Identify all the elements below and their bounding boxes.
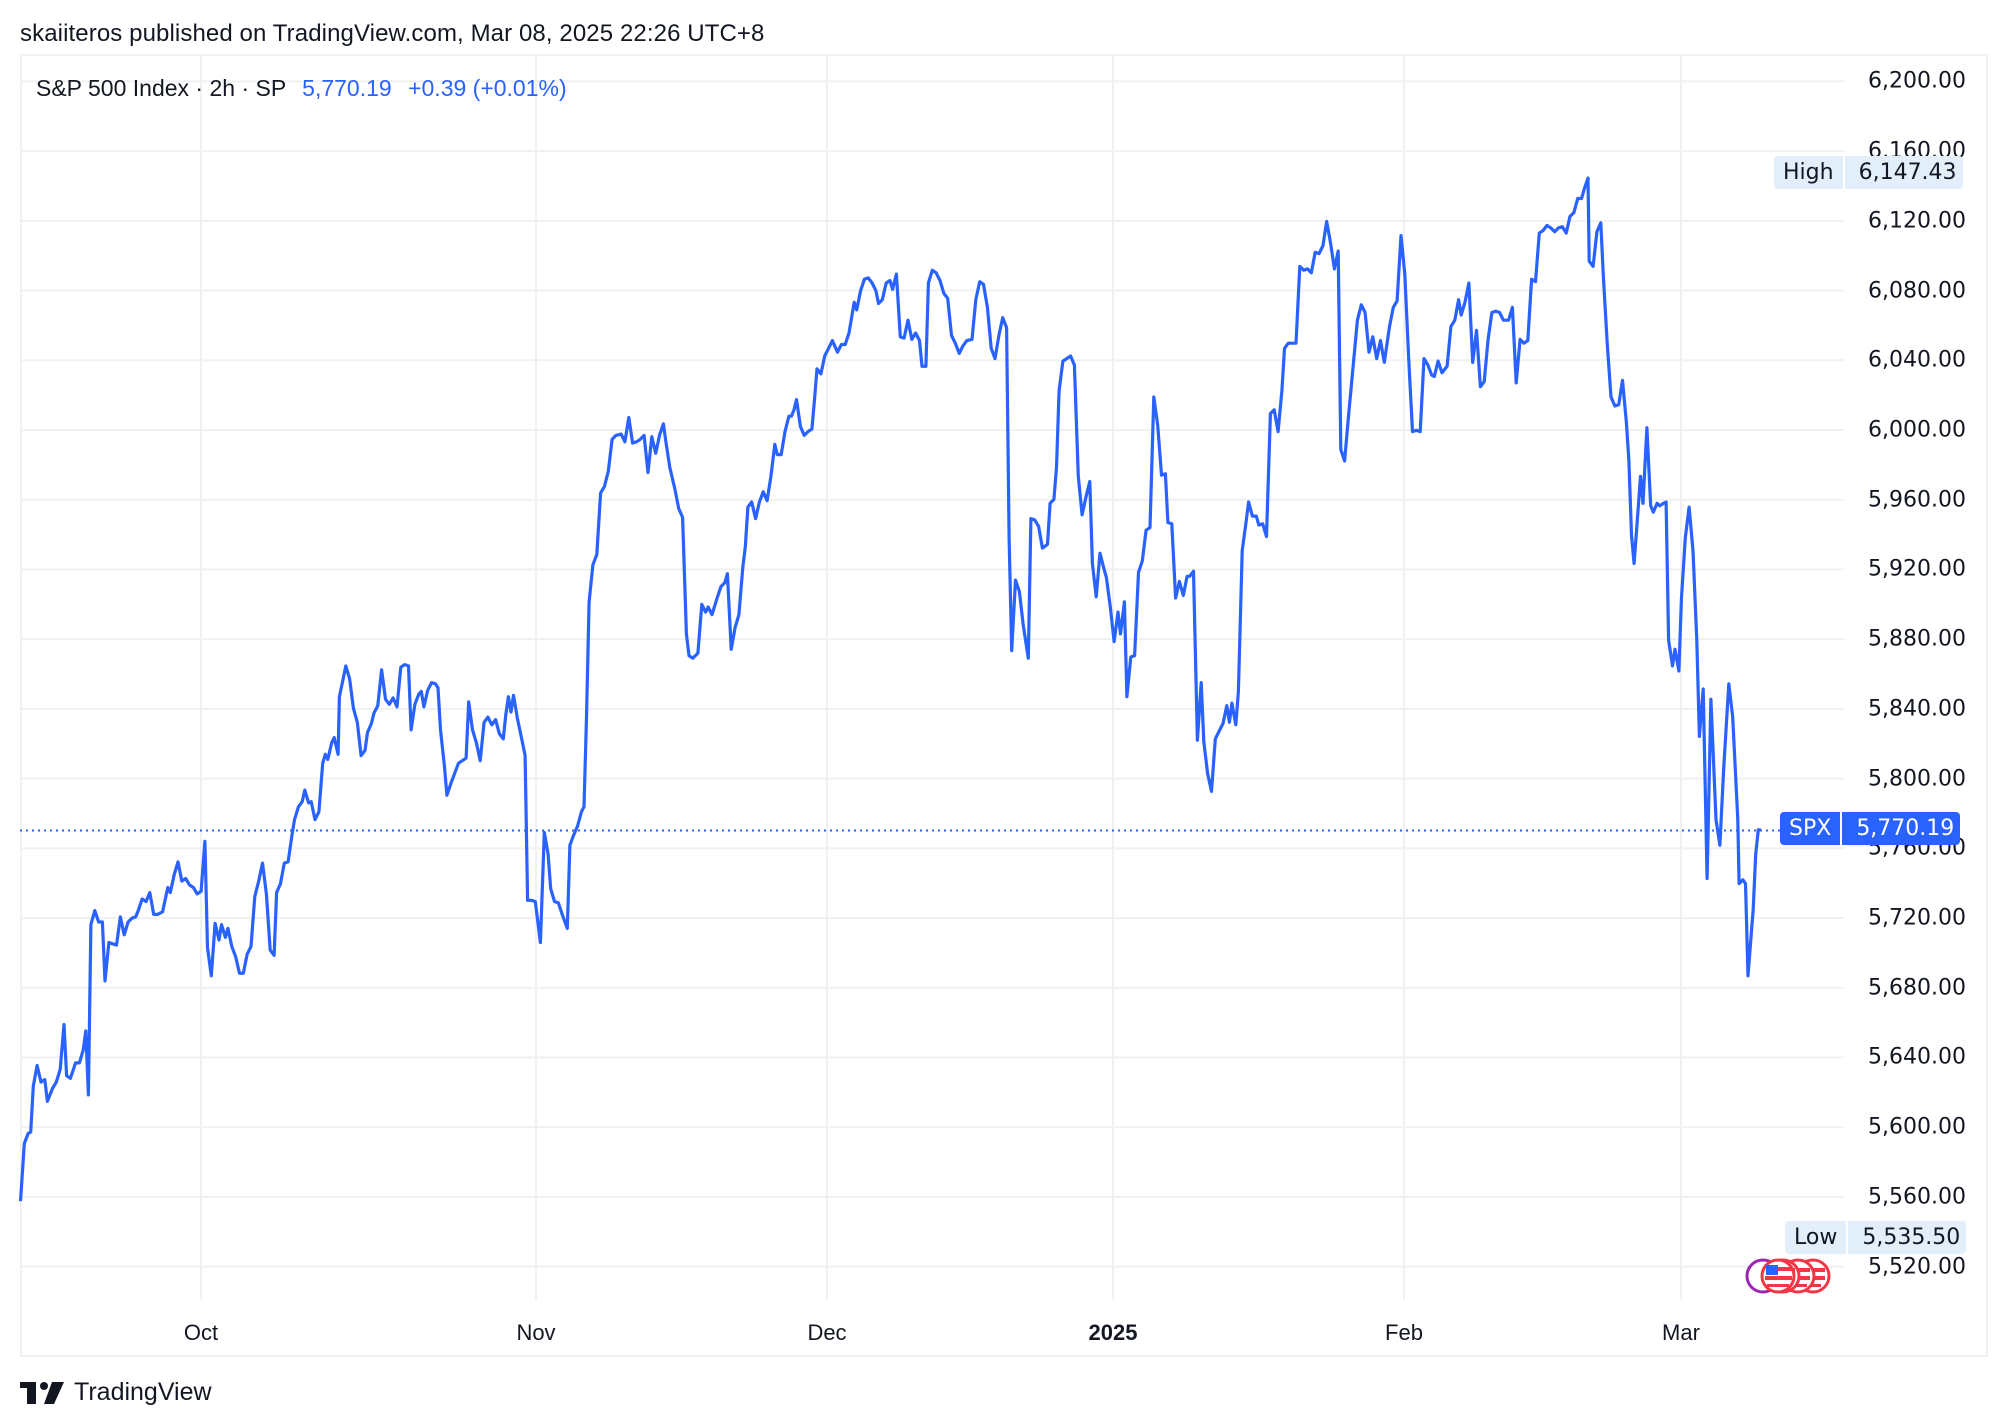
price-line [18,176,1761,1202]
x-tick-label: Dec [807,1320,847,1345]
last-price-marker: SPX 5,770.19 [1780,812,1961,845]
x-tick-label: Mar [1662,1320,1700,1345]
publisher-line: skaiiteros published on TradingView.com,… [20,20,765,47]
y-tick-label: 6,000.00 [1868,417,1966,443]
y-tick-label: 5,640.00 [1868,1044,1966,1070]
y-tick-label: 5,720.00 [1868,905,1966,931]
y-tick-label: 5,520.00 [1868,1254,1966,1280]
economic-events-icons[interactable] [1743,1256,1843,1296]
low-label: Low [1794,1225,1838,1250]
low-value: 5,535.50 [1846,1221,1966,1254]
last-price-tag-value: 5,770.19 [1840,812,1960,845]
y-tick-label: 6,040.00 [1868,347,1966,373]
y-tick-label: 5,920.00 [1868,556,1966,582]
footer: TradingView [20,1378,212,1407]
high-label: High [1783,160,1834,185]
y-tick-label: 6,200.00 [1868,68,1966,94]
low-marker: Low 5,535.50 [1785,1221,1967,1254]
high-value: 6,147.43 [1842,156,1963,189]
y-tick-label: 5,880.00 [1868,626,1966,652]
x-tick-label: Oct [183,1320,219,1345]
x-tick-label: Nov [516,1320,556,1345]
y-tick-label: 5,800.00 [1868,766,1966,792]
x-tick-label: Feb [1385,1320,1423,1345]
y-tick-label: 5,600.00 [1868,1114,1966,1140]
y-tick-label: 5,680.00 [1868,975,1966,1001]
vertical-gridlines [200,56,1682,1300]
tradingview-logo-icon [20,1381,64,1404]
high-marker: High 6,147.43 [1774,156,1963,189]
y-tick-label: 5,960.00 [1868,487,1966,513]
x-tick-label: 2025 [1088,1320,1138,1345]
y-tick-label: 5,840.00 [1868,696,1966,722]
y-tick-label: 6,080.00 [1868,278,1966,304]
brand-name: TradingView [74,1378,212,1406]
horizontal-gridlines [20,80,1844,1268]
chart-frame [20,54,1988,1357]
series-legend[interactable]: S&P 500 Index · 2h · SP 5,770.19 +0.39 (… [36,75,567,102]
symbol-tag: SPX [1789,816,1832,841]
price-change: +0.39 (+0.01%) [408,75,567,101]
y-tick-label: 6,120.00 [1868,208,1966,234]
y-tick-label: 5,560.00 [1868,1184,1966,1210]
symbol-name: S&P 500 Index · 2h · SP [36,75,286,101]
us-flag-icon[interactable] [1760,1258,1796,1294]
last-price: 5,770.19 [302,75,392,101]
